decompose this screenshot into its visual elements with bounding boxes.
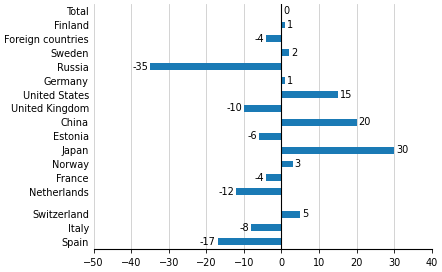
Bar: [244, 105, 282, 112]
Bar: [282, 211, 300, 218]
Text: 2: 2: [291, 48, 297, 58]
Text: -6: -6: [248, 131, 257, 141]
Text: 1: 1: [287, 20, 293, 30]
Bar: [267, 35, 282, 42]
Bar: [251, 224, 282, 231]
Bar: [282, 91, 338, 98]
Text: 0: 0: [283, 6, 290, 16]
Text: -35: -35: [132, 62, 148, 72]
Text: -4: -4: [255, 173, 265, 183]
Text: 3: 3: [295, 159, 301, 169]
Text: 5: 5: [302, 209, 309, 219]
Bar: [217, 238, 282, 245]
Text: -10: -10: [226, 103, 242, 113]
Bar: [150, 63, 282, 70]
Bar: [282, 49, 289, 56]
Text: -12: -12: [219, 187, 235, 197]
Bar: [282, 21, 285, 29]
Bar: [282, 160, 293, 168]
Bar: [282, 147, 394, 154]
Bar: [282, 77, 285, 84]
Text: 1: 1: [287, 76, 293, 86]
Text: 20: 20: [358, 117, 371, 127]
Bar: [282, 119, 357, 126]
Bar: [259, 133, 282, 140]
Text: -17: -17: [200, 237, 216, 247]
Text: -4: -4: [255, 34, 265, 44]
Bar: [236, 188, 282, 195]
Text: 30: 30: [396, 145, 408, 155]
Text: -8: -8: [240, 223, 250, 233]
Bar: [267, 174, 282, 181]
Text: 15: 15: [340, 89, 352, 100]
